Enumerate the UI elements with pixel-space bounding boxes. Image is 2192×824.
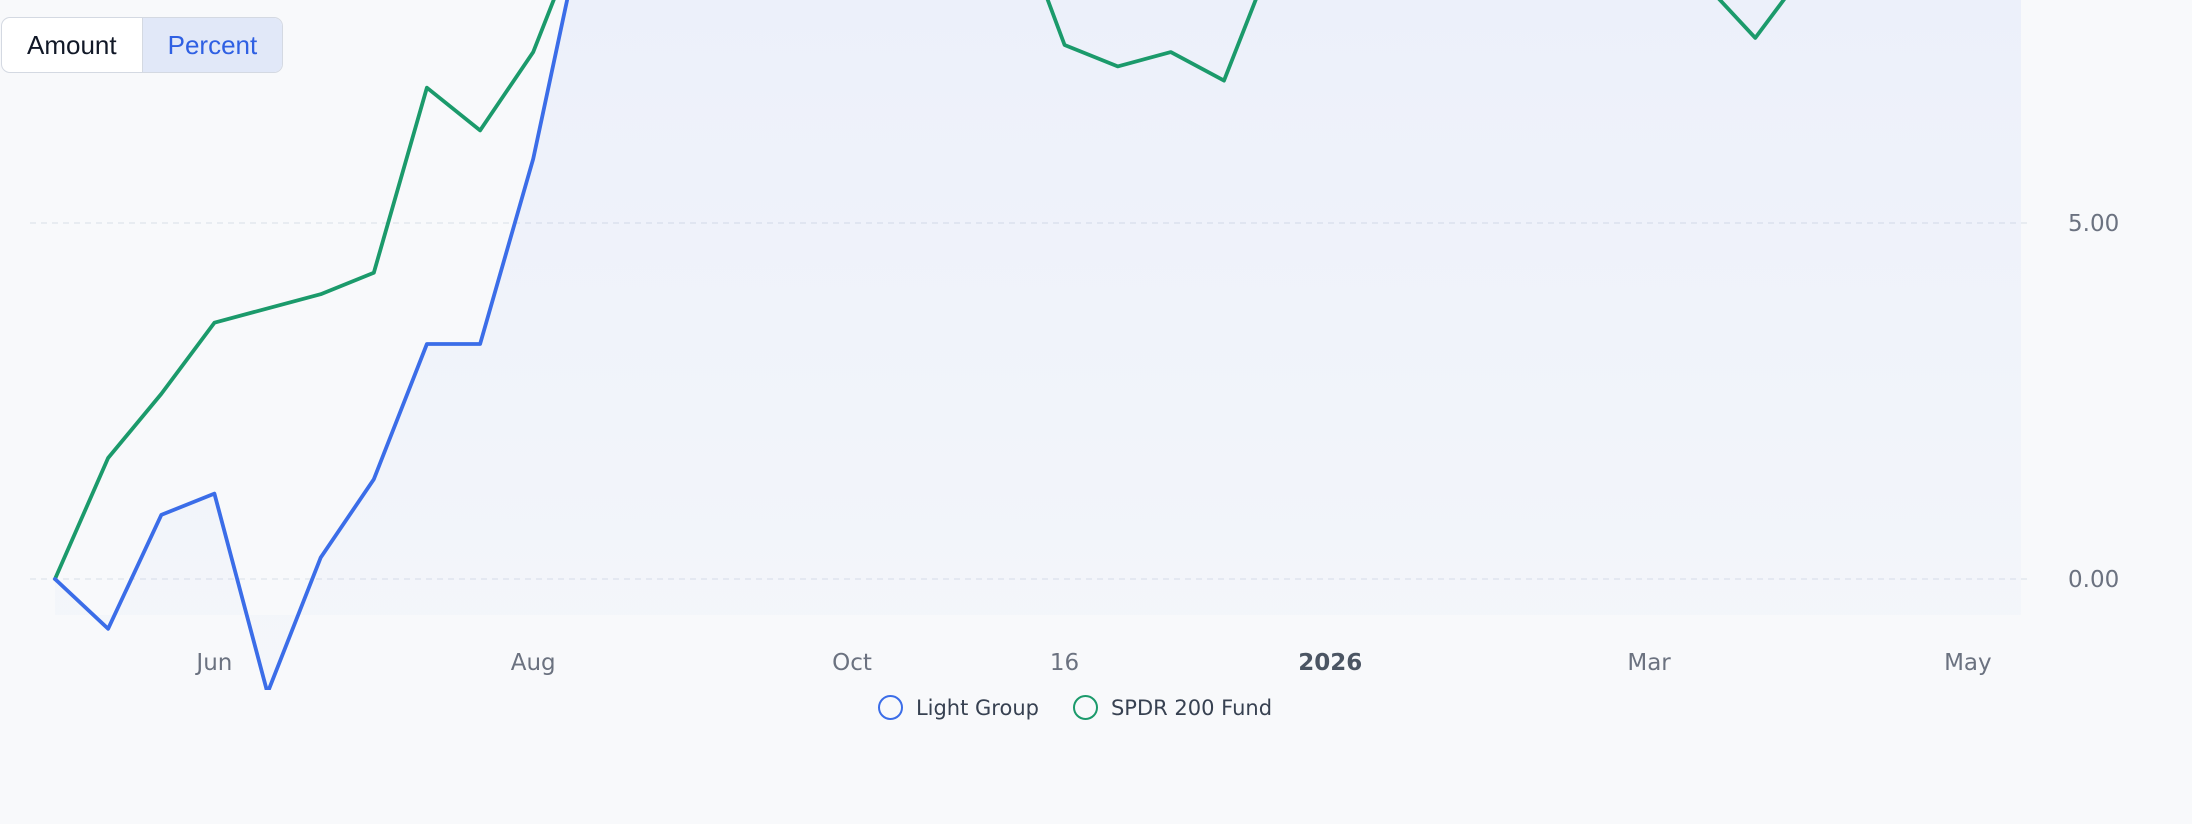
x-tick-label: Jun bbox=[194, 650, 232, 676]
x-tick-label: Oct bbox=[832, 650, 872, 676]
series-lines bbox=[53, 0, 1786, 690]
x-tick-label: Aug bbox=[511, 650, 556, 676]
legend-marker-spdr-200-fund bbox=[1072, 695, 1098, 720]
x-tick-label: May bbox=[1944, 650, 1992, 676]
x-tick-label: Mar bbox=[1627, 650, 1671, 676]
area-fills bbox=[55, 0, 2021, 690]
x-axis-ticks: Jun Aug Oct 16 2026 Mar May bbox=[194, 650, 1991, 676]
y-tick-label: 0.00 bbox=[2068, 567, 2119, 593]
percent-toggle-button[interactable]: Percent bbox=[141, 18, 283, 72]
legend-item-light-group[interactable]: Light Group bbox=[877, 695, 1039, 720]
chart-legend: Light Group SPDR 200 Fund bbox=[0, 695, 2150, 720]
area-light-group bbox=[55, 0, 2021, 690]
y-axis-ticks: 0.005.0015.0020.0025.0030.00 bbox=[2068, 211, 2119, 593]
line-spdr-200-fund bbox=[53, 0, 1786, 581]
legend-label-light-group: Light Group bbox=[915, 695, 1039, 720]
x-tick-label: 2026 bbox=[1298, 650, 1362, 676]
y-tick-label: 5.00 bbox=[2068, 211, 2119, 237]
x-tick-label: 16 bbox=[1050, 650, 1079, 676]
legend-marker-light-group bbox=[877, 695, 903, 720]
view-toggle: Amount Percent bbox=[1, 17, 284, 73]
line-light-group bbox=[53, 0, 570, 690]
legend-label-spdr-200-fund: SPDR 200 Fund bbox=[1110, 695, 1273, 720]
legend-item-spdr-200-fund[interactable]: SPDR 200 Fund bbox=[1072, 695, 1273, 720]
performance-chart: 0.005.0015.0020.0025.0030.00 JunAugOct16… bbox=[30, 0, 2119, 690]
amount-toggle-button[interactable]: Amount bbox=[27, 29, 117, 60]
